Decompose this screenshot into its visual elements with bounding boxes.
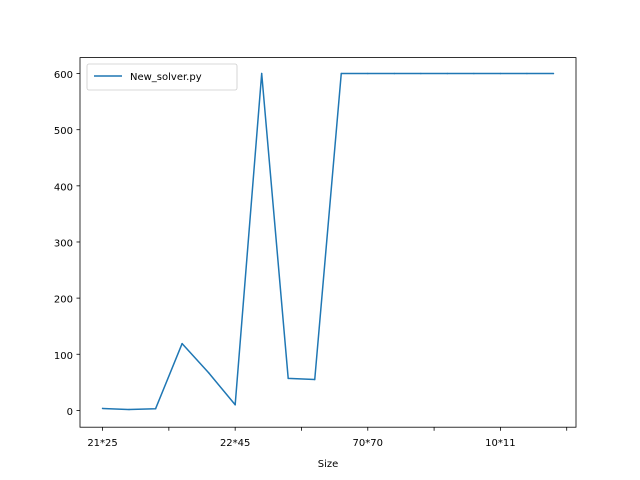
x-tick-label: 70*70 bbox=[353, 438, 383, 449]
data-point bbox=[473, 72, 475, 75]
y-tick-label: 600 bbox=[54, 70, 73, 81]
legend-box bbox=[86, 63, 238, 91]
y-axis-ticks: 0 100 200 300 400 500 600 bbox=[54, 70, 80, 418]
y-tick-label: 300 bbox=[54, 238, 73, 249]
data-point bbox=[234, 404, 236, 406]
x-axis-ticks: 21*25 22*45 70*70 10*11 bbox=[87, 427, 568, 449]
data-point bbox=[101, 407, 104, 410]
x-tick-label: 22*45 bbox=[220, 438, 250, 449]
x-tick-label: 21*25 bbox=[87, 438, 117, 449]
y-tick-label: 500 bbox=[54, 126, 73, 137]
data-point bbox=[313, 378, 316, 381]
y-tick-label: 100 bbox=[54, 351, 73, 362]
series-line bbox=[102, 72, 554, 411]
data-point bbox=[393, 72, 396, 75]
data-point bbox=[207, 372, 210, 374]
data-point bbox=[526, 72, 528, 75]
legend: New_solver.py bbox=[86, 63, 238, 91]
data-point bbox=[420, 72, 422, 75]
data-point bbox=[181, 342, 183, 345]
data-point bbox=[367, 72, 369, 75]
plot-frame bbox=[79, 57, 577, 428]
data-point bbox=[552, 72, 555, 75]
data-point bbox=[499, 72, 502, 75]
data-point bbox=[340, 72, 343, 75]
x-axis-label: Size bbox=[318, 459, 339, 470]
y-tick-label: 0 bbox=[67, 407, 73, 418]
legend-label: New_solver.py bbox=[130, 72, 202, 83]
data-point bbox=[154, 407, 157, 410]
data-point bbox=[260, 72, 263, 75]
data-point bbox=[128, 408, 130, 411]
series-group bbox=[101, 72, 555, 411]
y-tick-label: 400 bbox=[54, 182, 73, 193]
data-point bbox=[446, 72, 449, 75]
y-tick-label: 200 bbox=[54, 295, 73, 306]
data-point bbox=[287, 377, 289, 380]
x-tick-label: 10*11 bbox=[485, 438, 515, 449]
